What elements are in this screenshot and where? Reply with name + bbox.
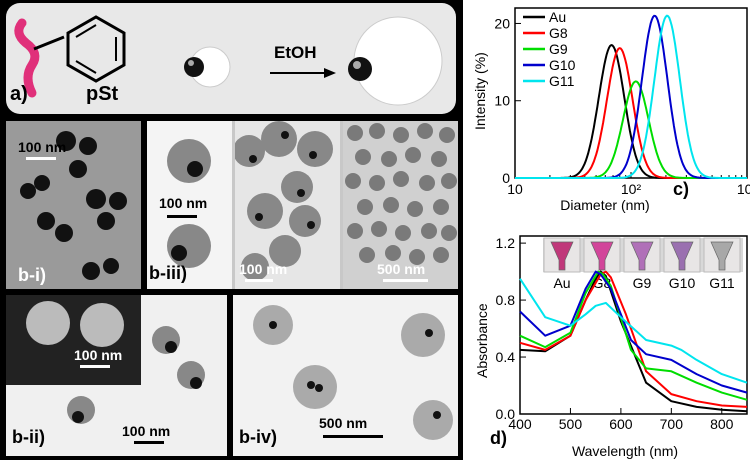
b-i-label: b-i) [18,265,46,285]
b-ii-inset: 100 nm [6,295,141,385]
vial-label-G11: G11 [709,275,735,291]
chart-d-ytick-label-2: 0.8 [496,292,516,308]
panel-a-label: a) [10,83,28,105]
chart-d-series-G8 [519,270,748,408]
chart-d: Absorbance Wavelength (nm) d) Au G8 G9 G10 G… [474,235,748,459]
arrow-right-icon [270,68,336,78]
b-i-scale-label: 100 nm [18,139,67,155]
tem-image-b-ii [67,326,205,424]
b-iii-scale-bar-left [167,215,197,218]
b-iii-label: b-iii) [149,263,187,283]
chart-d-xlabel: Wavelength (nm) [572,443,678,459]
vial-G10 [670,241,694,271]
b-ii-inset-scale: 100 nm [74,347,123,363]
particle-after-icon [348,16,443,106]
chart-d-series-G11 [519,278,748,384]
vial-G9 [630,241,654,271]
chart-c-legend-label-G11: G11 [549,73,575,89]
chart-c-series-G11 [515,14,747,179]
chart-c-legend-label-Au: Au [549,9,566,25]
vial-Au [550,241,574,271]
b-iii-scale-bar-mid [245,279,273,282]
chart-c-xlabel: Diameter (nm) [560,197,649,213]
b-iv-scale-label: 500 nm [319,415,368,431]
polystyrene-structure-icon [14,15,126,98]
chart-c-legend-label-G10: G10 [549,57,576,73]
vial-label-Au: Au [553,275,570,291]
chart-d-series-G9 [519,270,748,401]
b-iii-scale-bar-right [383,279,428,282]
chart-c-xtick-label-2: 10³ [737,181,750,197]
chart-d-ytick-label-0: 0.0 [496,406,516,422]
chart-c-legend-label-G9: G9 [549,41,568,57]
b-iii-left: 100 nm b-iii) [147,121,232,289]
chart-d-ytick-label-1: 0.4 [496,349,516,365]
chart-c-xtick-label-1: 10² [621,181,642,197]
panel-b-iii: 100 nm b-iii) 100 nm 500 nm [147,121,458,289]
chart-c-panel-label: c) [673,179,689,199]
panel-a: a) pSt EtOH [6,3,456,114]
chart-d-ylabel: Absorbance [474,303,490,378]
b-iii-scale-right: 500 nm [377,261,426,277]
tem-image-b-i [20,131,127,280]
chart-d-panel-label: d) [490,428,507,448]
chart-d-xtick-label-4: 800 [710,416,734,432]
tem-image-b-iv [253,305,453,440]
chart-c-legend-label-G8: G8 [549,25,568,41]
chart-d-xtick-label-1: 500 [559,416,583,432]
chart-c-xtick-label-0: 10 [507,181,523,197]
chart-d-xtick-label-0: 400 [508,416,532,432]
panel-b-ii: 100 nm b-ii) 100 nm [6,295,227,456]
chart-c-ytick-label-2: 20 [494,15,510,31]
chart-c-ytick-label-0: 0 [502,170,510,186]
b-ii-scale-label: 100 nm [122,423,171,439]
chart-d-xtick-label-2: 600 [609,416,633,432]
b-ii-inset-scale-bar [80,365,110,368]
b-ii-label: b-ii) [12,427,45,447]
b-iii-mid: 100 nm [235,121,340,289]
b-i-scale-bar [26,157,56,160]
vial-G8 [590,241,614,271]
b-ii-scale-bar [134,441,164,444]
b-iii-scale-left: 100 nm [159,195,208,211]
b-iv-label: b-iv) [239,427,277,447]
chart-d-ytick-label-3: 1.2 [496,235,516,251]
particle-before-icon [184,46,231,88]
b-iii-scale-mid: 100 nm [239,261,288,277]
chart-c-ytick-label-1: 10 [494,93,510,109]
vial-label-G9: G9 [633,275,652,291]
chart-d-xtick-label-3: 700 [660,416,684,432]
vial-G11 [710,241,734,271]
reagent-label: EtOH [274,43,317,62]
polymer-label: pSt [86,83,119,105]
b-iv-scale-bar [323,435,383,438]
b-iii-right: 500 nm [343,121,458,289]
vial-label-G10: G10 [669,275,696,291]
chart-c-ylabel: Intensity (%) [472,52,488,130]
panel-b-iv: b-iv) 500 nm [233,295,458,456]
panel-b-i: 100 nm b-i) [6,121,141,289]
